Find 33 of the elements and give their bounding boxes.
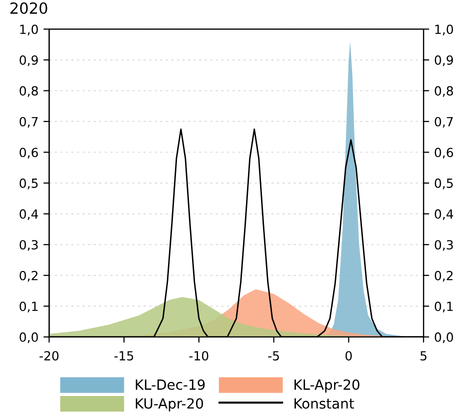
- y-tick-label: 0,0: [20, 332, 38, 344]
- y2-tick-label: 0,9: [434, 55, 453, 66]
- y-tick-label: 0,9: [20, 55, 38, 66]
- x-tick-label: 5: [420, 351, 426, 361]
- y-tick-label: 1,0: [20, 24, 38, 36]
- x-tick-label: -10: [189, 351, 208, 361]
- y2-tick-label: 0,6: [434, 148, 454, 158]
- y2-tick-label: 0,4: [434, 209, 454, 220]
- x-tick-label: -20: [40, 351, 59, 361]
- y-tick-label: 0,5: [20, 178, 38, 190]
- y2-tick-label: 0,5: [434, 178, 453, 190]
- y2-tick-label: 0,0: [434, 332, 454, 344]
- legend-label: KU-Apr-20: [136, 398, 204, 412]
- y-tick-label: 0,4: [20, 209, 38, 220]
- y2-tick-label: 0,7: [434, 116, 453, 128]
- y2-tick-label: 0,3: [434, 240, 453, 251]
- x-tick-label: -15: [114, 351, 134, 361]
- legend-label: KL-Apr-20: [294, 379, 360, 393]
- x-tick-label: -5: [268, 351, 279, 361]
- chart-title: 2020: [10, 2, 48, 14]
- y-tick-label: 0,8: [20, 86, 38, 97]
- legend-label: Konstant: [294, 398, 354, 409]
- y-tick-label: 0,3: [20, 240, 38, 251]
- y-tick-label: 0,6: [20, 148, 38, 158]
- y-tick-label: 0,1: [20, 302, 38, 312]
- y2-tick-label: 0,2: [434, 270, 453, 282]
- legend-label: KL-Dec-19: [136, 379, 205, 390]
- y2-tick-label: 0,8: [434, 86, 453, 97]
- y2-tick-label: 0,1: [434, 302, 453, 312]
- y2-tick-label: 1,0: [435, 24, 454, 36]
- x-tick-label: 0: [346, 351, 352, 361]
- y-tick-label: 0,7: [20, 116, 38, 128]
- y-tick-label: 0,2: [20, 270, 38, 282]
